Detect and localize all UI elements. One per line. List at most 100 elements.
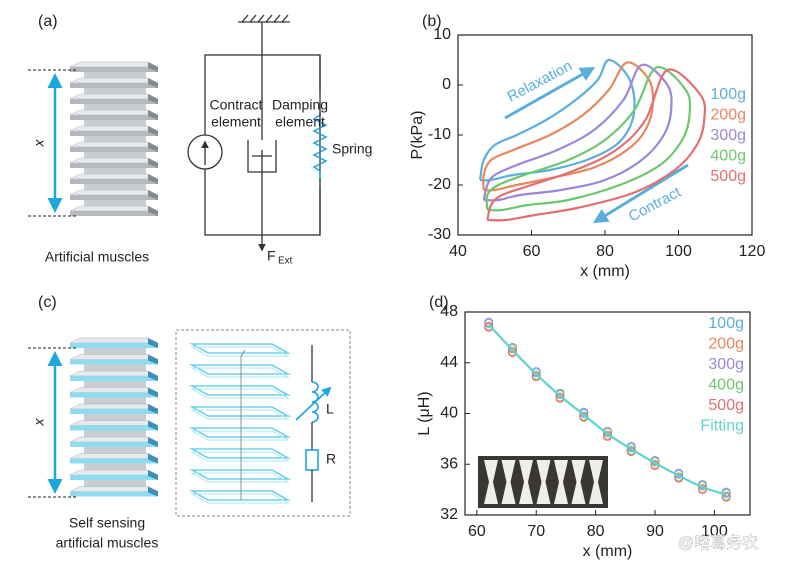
plate-top	[69, 387, 159, 393]
wire-plate	[190, 430, 290, 441]
series-line	[487, 323, 727, 496]
plate-side	[148, 78, 158, 88]
plate-front	[70, 458, 158, 464]
plate-front	[70, 163, 158, 168]
x-tick-label: 120	[739, 243, 766, 260]
x-tick-label: 90	[646, 523, 664, 540]
data-point	[484, 322, 494, 332]
fin	[501, 460, 516, 504]
core	[84, 118, 146, 128]
wireframe	[188, 343, 292, 504]
panel-label: (b)	[422, 13, 442, 30]
plate-top	[69, 420, 159, 426]
plate-top	[69, 370, 159, 377]
plate-top	[69, 486, 159, 492]
wire-plate	[188, 427, 292, 438]
plate-side	[148, 338, 158, 348]
fin	[571, 460, 586, 504]
legend-entry: 300g	[710, 127, 746, 144]
plate-top	[69, 453, 159, 459]
core	[84, 150, 146, 160]
y-tick-label: 0	[442, 76, 451, 93]
plate-side	[148, 206, 158, 216]
plate-top	[69, 141, 159, 148]
element-label: Contract	[210, 97, 263, 113]
plate-front	[70, 99, 158, 104]
chart: (b) 40 60 80 100 120 -30 -20 -10 0 10 x (mm) P(kPa) 1…	[409, 13, 765, 280]
plate-top	[69, 93, 159, 100]
plate-top	[69, 337, 159, 344]
plate-side	[148, 387, 158, 398]
plate-front	[70, 343, 158, 348]
legend-entry: 100g	[708, 315, 744, 332]
plate-front	[70, 195, 158, 200]
plate-front	[70, 147, 158, 152]
x-tick-label: 60	[468, 523, 486, 540]
plate-top	[69, 205, 159, 212]
plate-side	[148, 354, 158, 365]
plate-front	[70, 392, 158, 398]
core	[84, 102, 146, 112]
core	[84, 412, 146, 423]
resistor-label: R	[326, 451, 336, 467]
panel-label: (a)	[38, 13, 58, 30]
element-label: element	[275, 114, 325, 130]
plate-top	[69, 403, 159, 410]
plate-top	[69, 436, 159, 443]
wire-plate	[190, 451, 290, 462]
x-axis-label: x (mm)	[580, 263, 630, 280]
plate-side	[148, 486, 158, 497]
panel-label: (d)	[429, 294, 449, 311]
series-line	[486, 68, 707, 222]
data-point	[721, 487, 731, 497]
annotation-arrow	[504, 67, 596, 120]
plate-side	[148, 94, 158, 104]
length-label: x	[31, 418, 47, 427]
sensing-stack	[69, 337, 159, 497]
legend-entry: 300g	[708, 356, 744, 373]
y-tick-label: -10	[428, 126, 451, 143]
x-tick-label: 70	[527, 523, 545, 540]
plate-side	[148, 126, 158, 136]
plate-top	[69, 173, 159, 180]
series-line	[482, 63, 673, 202]
inset-photo	[478, 456, 608, 508]
plate-side	[148, 142, 158, 152]
plate-front	[70, 211, 158, 216]
element-label: Damping	[272, 97, 328, 113]
plate-front	[70, 67, 158, 72]
plate-side	[148, 420, 158, 431]
spring	[312, 114, 328, 180]
data-point	[603, 428, 612, 438]
plate-top	[69, 77, 159, 84]
wire-plate	[190, 346, 290, 357]
series-line	[485, 66, 692, 212]
x-tick-label: 40	[449, 243, 467, 260]
plate-side	[148, 437, 158, 447]
fin	[554, 460, 568, 504]
plate-front	[70, 179, 158, 184]
x-tick-label: 100	[701, 523, 728, 540]
plate-front	[70, 491, 158, 497]
x-tick-label: 100	[665, 243, 692, 260]
x-tick-label: 60	[523, 243, 541, 260]
data-point	[721, 492, 731, 502]
core	[84, 346, 146, 357]
core	[84, 379, 146, 390]
fin	[519, 460, 533, 504]
y-tick-label: 36	[440, 455, 458, 472]
plate-side	[148, 110, 158, 120]
plate-top	[69, 61, 159, 68]
plate-side	[148, 404, 158, 414]
wire-plate	[188, 364, 292, 375]
core	[84, 166, 146, 176]
fin	[536, 460, 551, 504]
legend-entry: 500g	[710, 168, 746, 185]
wire-plate	[188, 469, 292, 480]
fin	[484, 460, 498, 504]
plate-top	[69, 354, 159, 360]
plate-front	[70, 475, 158, 480]
plate-front	[70, 409, 158, 414]
detail-box	[175, 329, 351, 517]
legend-entry: 200g	[710, 107, 746, 124]
